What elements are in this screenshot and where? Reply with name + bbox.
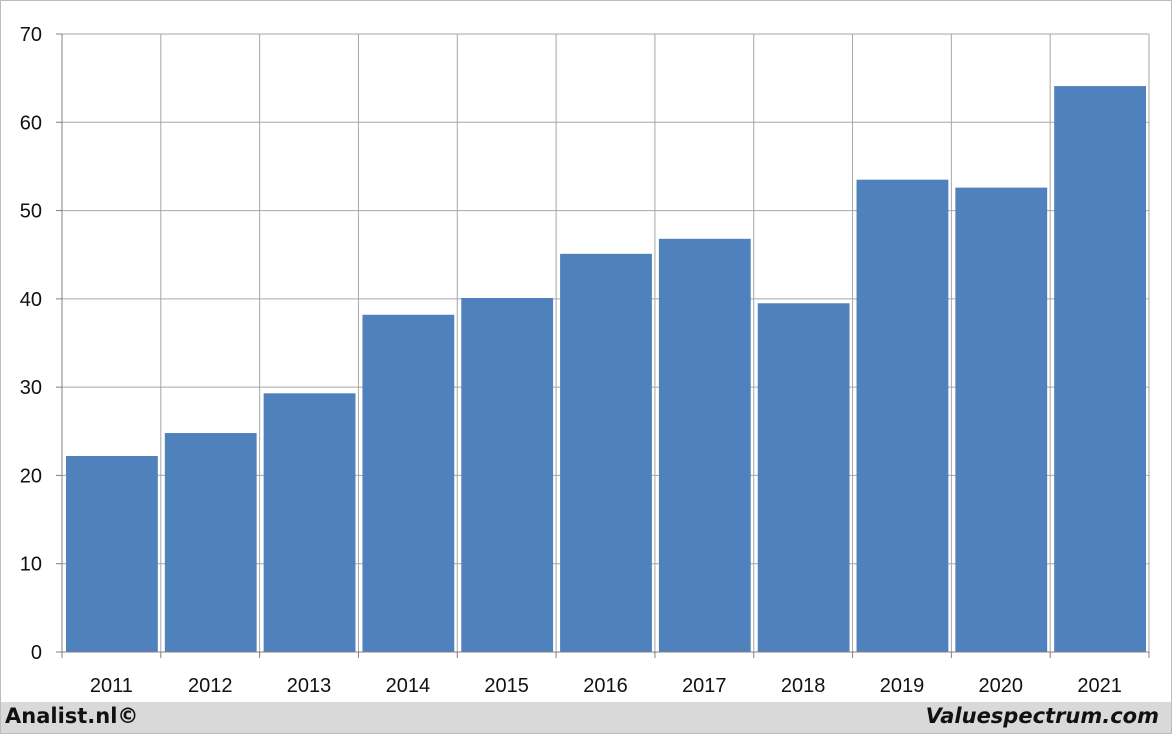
x-tick-label: 2015 <box>484 675 529 697</box>
y-tick-label: 50 <box>20 201 42 223</box>
bar-2020 <box>955 187 1048 653</box>
x-tick-label: 2012 <box>188 675 233 697</box>
footer-bar: Analist.nl© Valuespectrum.com <box>1 702 1171 733</box>
y-tick-label: 10 <box>20 554 42 576</box>
x-tick-label: 2020 <box>979 675 1024 697</box>
y-tick-label: 70 <box>20 24 42 46</box>
x-tick-label: 2019 <box>880 675 925 697</box>
bar-2014 <box>362 314 455 652</box>
y-tick-label: 30 <box>20 377 42 399</box>
y-tick-label: 20 <box>20 465 42 487</box>
x-tick-label: 2013 <box>287 675 332 697</box>
bar-2011 <box>66 456 158 652</box>
x-tick-label: 2014 <box>386 675 431 697</box>
bar-2017 <box>658 238 751 652</box>
x-tick-label: 2021 <box>1077 675 1122 697</box>
bar-2019 <box>856 179 949 652</box>
x-tick-label: 2017 <box>682 675 727 697</box>
bar-2012 <box>164 433 257 652</box>
source-credit: Analist.nl© <box>5 704 139 728</box>
y-tick-label: 0 <box>31 642 42 664</box>
axes <box>56 33 1150 658</box>
x-tick-label: 2018 <box>781 675 826 697</box>
bar-2013 <box>263 393 356 652</box>
bar-2018 <box>757 303 850 652</box>
y-tick-label: 40 <box>20 289 42 311</box>
bars <box>66 86 1146 653</box>
bar-2021 <box>1054 86 1146 653</box>
x-tick-label: 2016 <box>583 675 628 697</box>
y-tick-label: 60 <box>20 112 42 134</box>
x-tick-label: 2011 <box>90 675 133 697</box>
brand-credit: Valuespectrum.com <box>925 704 1159 728</box>
bar-2015 <box>461 297 554 652</box>
bar-2016 <box>560 253 652 652</box>
tick-labels: 0 10 20 30 40 50 60 70 2011 2012 2013 2014 2015 2016 2… <box>20 24 1122 697</box>
